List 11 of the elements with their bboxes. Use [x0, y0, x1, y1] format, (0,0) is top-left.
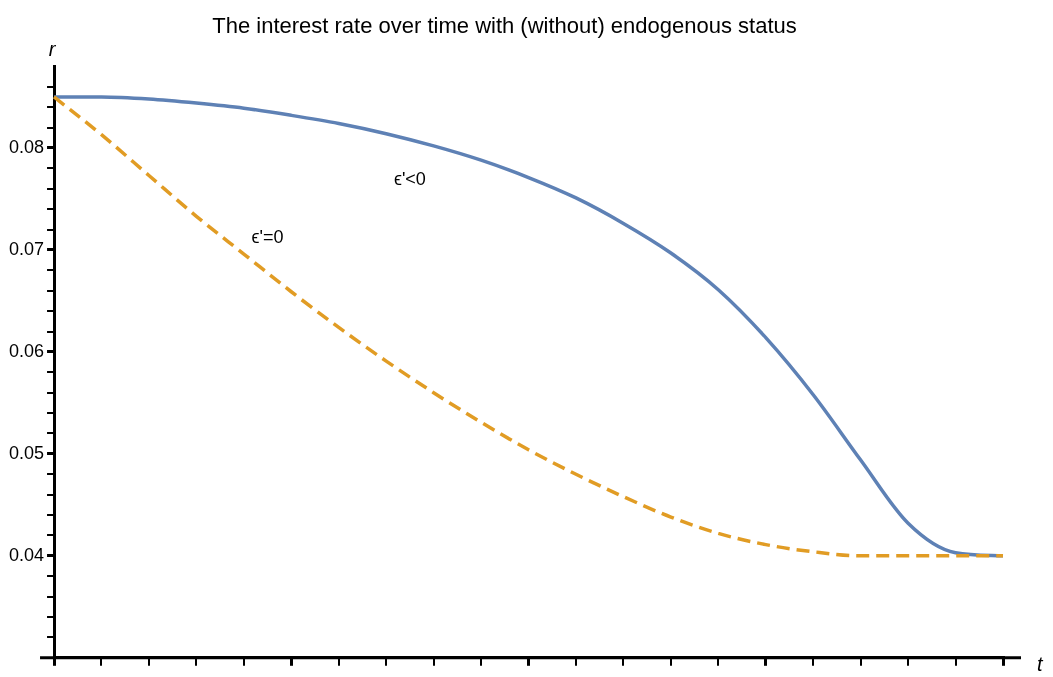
y-axis-title: r — [48, 37, 57, 60]
series-label: ϵ'<0 — [393, 168, 426, 189]
y-tick-label: 0.06 — [8, 340, 45, 361]
y-tick-label: 0.07 — [8, 238, 45, 259]
y-tick-label: 0.05 — [8, 442, 45, 463]
line-series — [52, 95, 1005, 558]
chart-title: The interest rate over time with (without) endogenous status — [212, 13, 797, 39]
y-tick-label: 0.08 — [8, 136, 45, 157]
x-axis-title: t — [1037, 653, 1044, 676]
series-label: ϵ'=0 — [251, 226, 284, 247]
y-tick-label: 0.04 — [8, 544, 45, 565]
